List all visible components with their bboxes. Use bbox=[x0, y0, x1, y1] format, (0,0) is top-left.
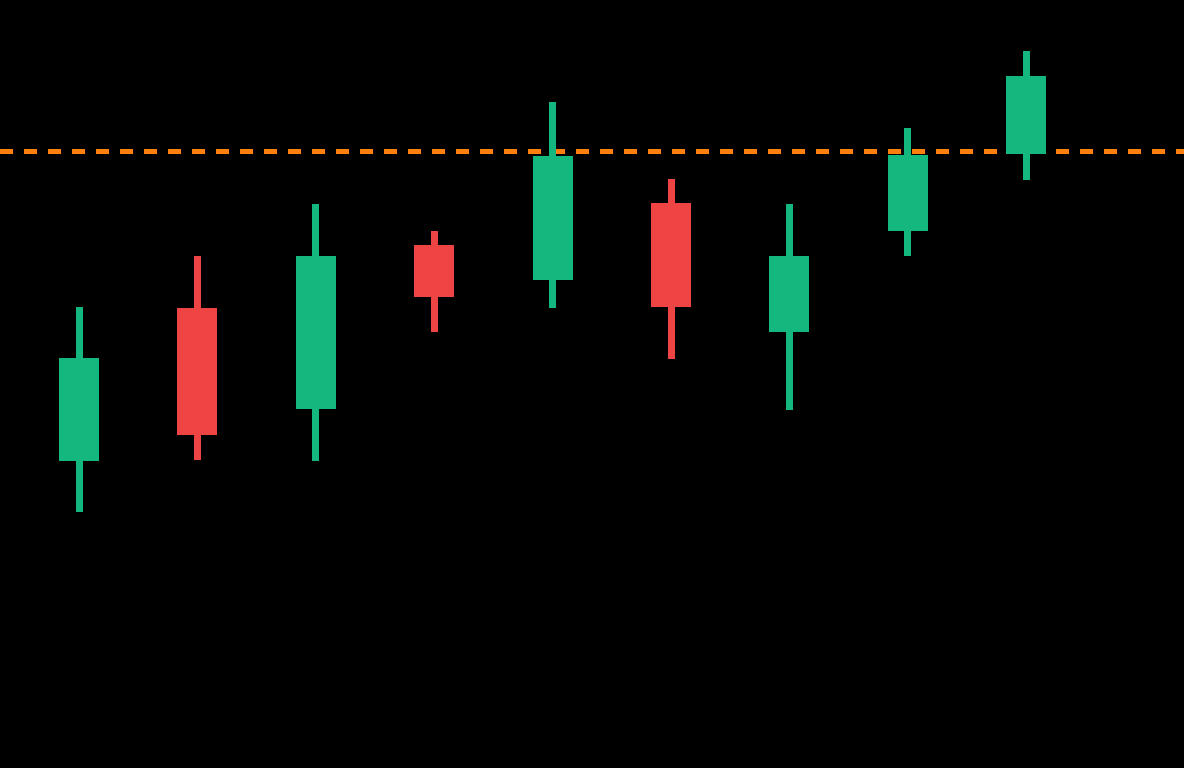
candle-body bbox=[1006, 76, 1047, 154]
candle-body bbox=[887, 155, 928, 232]
candle-body bbox=[532, 155, 573, 281]
candle-body bbox=[414, 244, 455, 298]
candle-body bbox=[177, 307, 218, 435]
candle-body bbox=[295, 255, 336, 410]
threshold-dashed-line bbox=[0, 148, 1184, 154]
candle-body bbox=[651, 202, 691, 308]
candle-body bbox=[769, 255, 810, 332]
candle-body bbox=[59, 357, 99, 461]
